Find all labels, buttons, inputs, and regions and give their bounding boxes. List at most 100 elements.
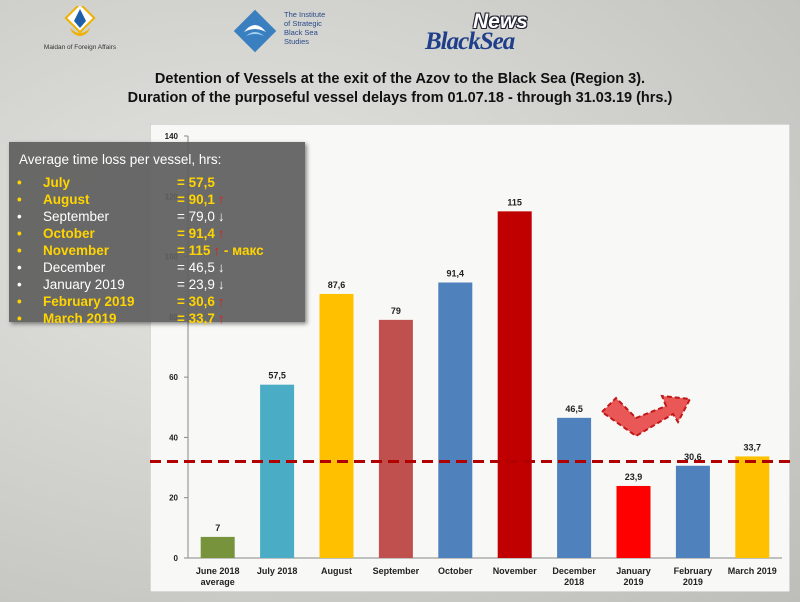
- bullet-icon: •: [17, 226, 22, 241]
- legend-month: January 2019: [43, 277, 125, 292]
- legend-month: October: [43, 226, 95, 241]
- legend-item: • January 2019 = 23,9 ↓: [9, 276, 305, 293]
- y-tick-label: 60: [169, 373, 178, 382]
- legend-item: • February 2019 = 30,6 ↑: [9, 293, 305, 310]
- isbs-emblem-icon: [233, 9, 277, 53]
- chevron-arrow-icon: [600, 394, 692, 438]
- x-tick-label: July 2018: [257, 566, 298, 576]
- y-tick-label: 140: [165, 132, 179, 141]
- bar: [438, 282, 473, 558]
- arrow-up-icon: ↑: [217, 192, 225, 207]
- legend-value-text: = 57,5: [177, 175, 215, 190]
- legend-value: = 79,0 ↓: [177, 208, 225, 225]
- legend-month: December: [43, 260, 106, 275]
- bullet-icon: •: [17, 209, 22, 224]
- legend-item: • September = 79,0 ↓: [9, 208, 305, 225]
- x-tick-label: February: [674, 566, 713, 576]
- legend-month: September: [43, 209, 110, 224]
- legend-month: August: [43, 192, 90, 207]
- legend-value: = 57,5: [177, 174, 215, 191]
- title-line-2: Duration of the purposeful vessel delays…: [127, 90, 673, 106]
- legend-item: • August = 90,1 ↑: [9, 191, 305, 208]
- legend-item: • March 2019 = 33,7 ↑: [9, 310, 305, 327]
- data-label: 33,7: [744, 442, 762, 452]
- legend-month: February 2019: [43, 294, 135, 309]
- maidan-caption: Maidan of Foreign Affairs: [43, 44, 117, 51]
- legend-value-text: = 79,0: [177, 209, 215, 224]
- legend-value-text: = 91,4: [177, 226, 215, 241]
- arrow-down-icon: ↓: [217, 260, 225, 275]
- header: Maidan of Foreign Affairs The Institute …: [0, 0, 800, 62]
- isbs-logo: The Institute of Strategic Black Sea Stu…: [232, 6, 362, 56]
- legend-value: = 91,4 ↑: [177, 225, 225, 242]
- legend-value-text: = 115: [177, 243, 211, 258]
- bullet-icon: •: [17, 294, 22, 309]
- data-label: 57,5: [268, 371, 286, 381]
- data-label: 79: [391, 306, 401, 316]
- bullet-icon: •: [17, 260, 22, 275]
- x-tick-label: average: [201, 577, 235, 587]
- bar: [735, 456, 770, 558]
- bullet-icon: •: [17, 192, 22, 207]
- legend-item: • November = 115 ↑ - макс: [9, 242, 305, 259]
- arrow-up-icon: ↑: [217, 226, 225, 241]
- x-tick-label: November: [493, 566, 538, 576]
- bar: [557, 417, 592, 558]
- bar: [675, 465, 710, 558]
- legend-item: • October = 91,4 ↑: [9, 225, 305, 242]
- legend-note: - макс: [220, 243, 264, 258]
- isbs-name: The Institute of Strategic Black Sea Stu…: [284, 10, 326, 46]
- y-tick-label: 0: [174, 554, 179, 563]
- data-label: 91,4: [447, 268, 465, 278]
- arrow-up-icon: ↑: [217, 294, 225, 309]
- data-label: 7: [215, 523, 220, 533]
- data-label: 23,9: [625, 472, 643, 482]
- legend-value: = 115 ↑ - макс: [177, 242, 264, 259]
- maidan-logo: Maidan of Foreign Affairs: [30, 6, 130, 58]
- bullet-icon: •: [17, 243, 22, 258]
- arrow-up-icon: ↑: [213, 243, 221, 258]
- legend-item: • December = 46,5 ↓: [9, 259, 305, 276]
- legend-value-text: = 46,5: [177, 260, 215, 275]
- chart-title: Detention of Vessels at the exit of the …: [0, 70, 800, 108]
- y-tick-label: 40: [169, 433, 178, 442]
- x-tick-label: June 2018: [196, 566, 240, 576]
- bullet-icon: •: [17, 175, 22, 190]
- data-label: 115: [507, 197, 522, 207]
- legend-value: = 30,6 ↑: [177, 293, 225, 310]
- legend-title: Average time loss per vessel, hrs:: [19, 152, 222, 167]
- data-label: 30,6: [684, 452, 702, 462]
- x-tick-label: October: [438, 566, 473, 576]
- arrow-down-icon: ↓: [217, 209, 225, 224]
- data-label: 87,6: [328, 280, 346, 290]
- legend-item: • July = 57,5: [9, 174, 305, 191]
- bar: [260, 384, 295, 558]
- legend-value-text: = 90,1: [177, 192, 215, 207]
- data-label: 46,5: [565, 404, 583, 414]
- arrow-up-icon: ↑: [217, 311, 225, 326]
- bar: [319, 293, 354, 558]
- legend-value-text: = 23,9: [177, 277, 215, 292]
- bullet-icon: •: [17, 277, 22, 292]
- title-line-1: Detention of Vessels at the exit of the …: [154, 71, 646, 87]
- x-tick-label: 2019: [683, 577, 703, 587]
- logo-blacksea-word: BlackSea: [425, 28, 515, 55]
- legend-month: July: [43, 175, 71, 190]
- bar: [497, 211, 532, 558]
- arrow-down-icon: ↓: [217, 277, 225, 292]
- legend-month: March 2019: [43, 311, 117, 326]
- legend-value-text: = 33,7: [177, 311, 215, 326]
- legend-value-text: = 30,6: [177, 294, 215, 309]
- legend-value: = 90,1 ↑: [177, 191, 225, 208]
- bar: [200, 536, 235, 558]
- legend-box: Average time loss per vessel, hrs: • July…: [9, 142, 305, 326]
- legend-value: = 46,5 ↓: [177, 259, 225, 276]
- bar: [378, 319, 413, 558]
- legend-value: = 23,9 ↓: [177, 276, 225, 293]
- maidan-emblem-icon: [64, 6, 96, 36]
- blacksea-news-logo: News BlackSea: [425, 6, 555, 56]
- x-tick-label: March 2019: [728, 566, 777, 576]
- x-tick-label: 2019: [623, 577, 643, 587]
- logo-news-word: News: [473, 10, 528, 33]
- legend-month: November: [43, 243, 110, 258]
